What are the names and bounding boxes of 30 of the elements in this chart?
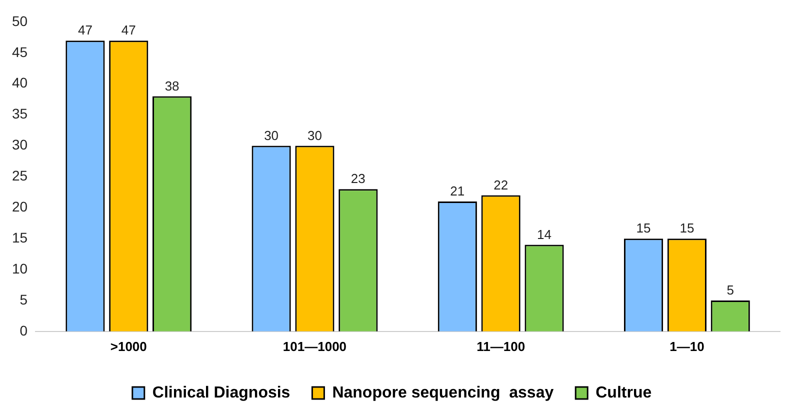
data-label: 47 [121,22,136,38]
x-tick-label: 1—10 [670,338,704,354]
y-tick-label: 25 [12,168,28,184]
data-label: 21 [450,184,465,199]
legend-label: Clinical Diagnosis [152,384,290,402]
y-tick-label: 10 [12,260,28,276]
y-tick-label: 45 [12,44,28,60]
data-label: 15 [636,220,651,236]
data-label: 15 [680,220,694,236]
x-tick-label: >1000 [110,338,147,354]
x-tick-label: 101—1000 [282,338,347,354]
y-tick-label: 50 [12,12,28,29]
y-tick-label: 30 [12,136,28,153]
y-tick-label: 0 [20,322,28,338]
y-tick-label: 5 [20,291,28,308]
data-label: 30 [308,128,322,143]
data-label: 14 [537,226,552,242]
data-label: 30 [264,128,279,143]
legend-label: Cultrue [596,384,652,402]
data-label: 22 [494,177,508,192]
x-tick-label: 11—100 [476,338,526,354]
legend-label: Nanopore sequencing assay [332,384,554,402]
data-label: 5 [726,282,734,298]
y-tick-label: 35 [12,106,28,122]
y-tick-label: 20 [12,198,28,214]
data-label: 23 [350,171,366,186]
data-label: 38 [164,78,180,94]
y-tick-label: 15 [12,229,28,246]
y-tick-label: 40 [12,74,28,91]
data-label: 47 [78,22,92,38]
